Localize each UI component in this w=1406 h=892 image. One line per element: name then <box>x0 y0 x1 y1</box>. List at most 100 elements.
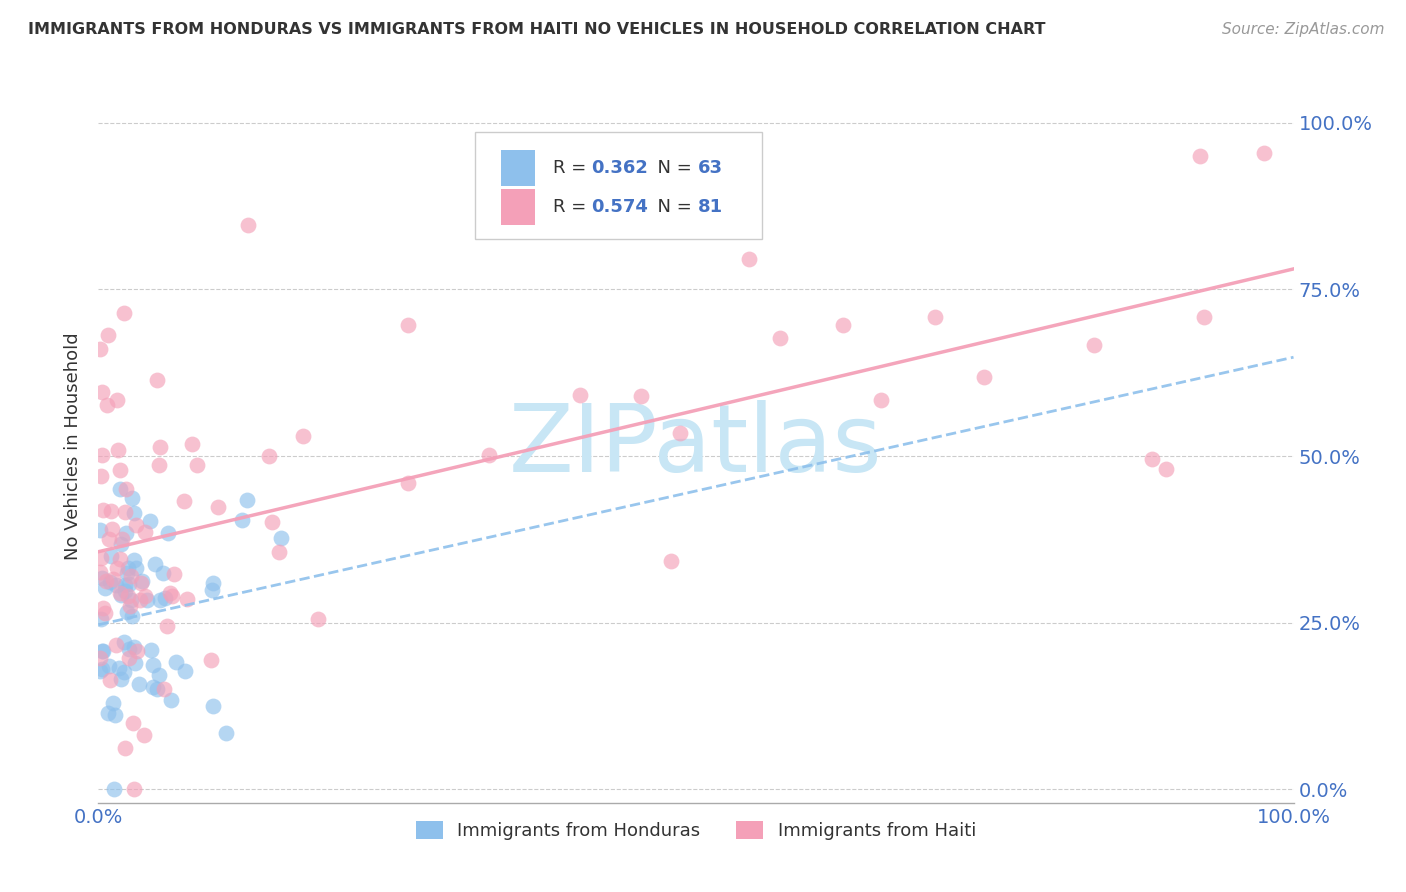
Point <box>270 531 292 545</box>
Point <box>134 590 156 604</box>
Point <box>110 588 132 602</box>
Text: 63: 63 <box>699 159 723 177</box>
Point <box>100 549 122 563</box>
Point <box>100 504 122 518</box>
Point <box>94 581 117 595</box>
Point <box>115 525 138 540</box>
Point <box>131 574 153 589</box>
Point <box>186 458 208 473</box>
Point <box>94 574 117 589</box>
Point <box>231 513 253 527</box>
Point <box>117 561 139 575</box>
Point <box>145 557 167 571</box>
Point <box>142 681 165 695</box>
Point <box>105 561 128 575</box>
Point <box>568 388 591 402</box>
Point <box>97 706 120 720</box>
Point <box>924 310 946 324</box>
Point <box>98 574 121 589</box>
Text: IMMIGRANTS FROM HONDURAS VS IMMIGRANTS FROM HAITI NO VEHICLES IN HOUSEHOLD CORRE: IMMIGRANTS FROM HONDURAS VS IMMIGRANTS F… <box>28 22 1046 37</box>
Point <box>1192 310 1215 324</box>
Bar <box>501 189 534 225</box>
Point <box>96 398 118 412</box>
Point <box>98 532 121 546</box>
Point <box>112 306 135 320</box>
Point <box>121 491 143 506</box>
Point <box>94 606 117 620</box>
Point <box>117 577 139 591</box>
Point <box>90 384 112 399</box>
Point <box>89 565 111 579</box>
Point <box>110 672 132 686</box>
Point <box>103 782 125 797</box>
Point <box>135 593 157 607</box>
Point <box>90 551 112 566</box>
Point <box>176 592 198 607</box>
Point <box>91 503 114 517</box>
Point <box>269 545 291 559</box>
Point <box>104 638 127 652</box>
Point <box>156 619 179 633</box>
Text: R =: R = <box>553 159 592 177</box>
Point <box>125 644 148 658</box>
Point <box>202 698 225 713</box>
Point <box>122 782 145 797</box>
Point <box>396 476 419 491</box>
Point <box>122 552 145 566</box>
Point <box>108 586 131 600</box>
Point <box>114 584 136 599</box>
Point <box>120 592 142 607</box>
Legend: Immigrants from Honduras, Immigrants from Haiti: Immigrants from Honduras, Immigrants fro… <box>408 814 984 847</box>
Point <box>107 443 129 458</box>
Y-axis label: No Vehicles in Household: No Vehicles in Household <box>65 332 83 560</box>
Point <box>138 515 160 529</box>
Point <box>181 437 204 451</box>
Point <box>118 599 141 613</box>
Point <box>142 658 165 673</box>
Point <box>90 448 112 462</box>
Point <box>89 342 111 356</box>
Point <box>115 566 138 580</box>
Point <box>125 518 148 533</box>
Point <box>89 523 111 537</box>
Point <box>118 642 141 657</box>
Point <box>173 494 195 508</box>
Point <box>202 575 225 590</box>
Point <box>117 589 139 603</box>
Point <box>104 708 127 723</box>
FancyBboxPatch shape <box>475 132 762 239</box>
Point <box>100 522 122 536</box>
Point <box>145 373 167 387</box>
Point <box>738 252 761 267</box>
Point <box>1189 149 1212 163</box>
Point <box>128 677 150 691</box>
Point <box>174 665 197 679</box>
Point <box>148 668 170 682</box>
Point <box>153 591 176 606</box>
Point <box>200 653 222 667</box>
Point <box>124 656 146 670</box>
Point <box>165 655 187 669</box>
Point <box>148 458 170 472</box>
Point <box>122 506 145 520</box>
Point <box>141 643 163 657</box>
Point <box>146 681 169 696</box>
Point <box>118 651 141 665</box>
Text: R =: R = <box>553 198 592 216</box>
Point <box>114 578 136 592</box>
Point <box>90 469 112 483</box>
Point <box>396 318 419 333</box>
Point <box>132 728 155 742</box>
Point <box>236 218 259 232</box>
Text: 0.362: 0.362 <box>591 159 648 177</box>
Point <box>112 665 135 679</box>
Point <box>669 426 692 441</box>
Point <box>114 505 136 519</box>
Text: N =: N = <box>645 198 697 216</box>
Point <box>215 726 238 740</box>
Point <box>128 592 150 607</box>
Point <box>870 393 893 408</box>
Point <box>91 644 114 658</box>
Text: ZIPatlas: ZIPatlas <box>509 400 883 492</box>
Point <box>110 463 132 477</box>
